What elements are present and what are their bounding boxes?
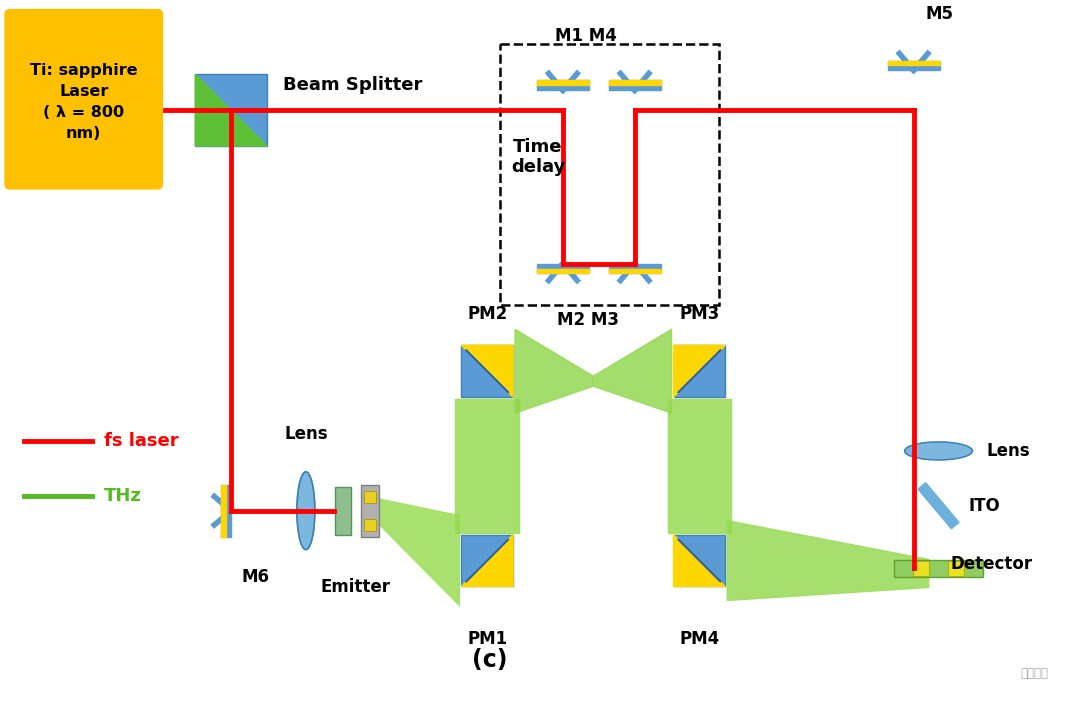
Text: Emitter: Emitter (321, 578, 391, 597)
Polygon shape (905, 442, 972, 460)
Text: M1 M4: M1 M4 (555, 27, 617, 46)
Polygon shape (221, 485, 231, 536)
Polygon shape (888, 60, 940, 70)
Polygon shape (609, 269, 661, 274)
Bar (500, 44, 719, 305)
Polygon shape (918, 483, 959, 529)
Bar (893, 559, 984, 578)
Polygon shape (378, 498, 459, 605)
Text: PM1: PM1 (468, 630, 508, 648)
Polygon shape (515, 329, 593, 413)
FancyBboxPatch shape (5, 10, 162, 189)
Polygon shape (609, 81, 661, 85)
Bar (674, 535, 726, 586)
Text: Lens: Lens (284, 425, 327, 443)
Text: ITO: ITO (969, 497, 1000, 515)
Text: Detector: Detector (950, 555, 1032, 573)
Polygon shape (537, 264, 589, 274)
Bar (461, 535, 513, 586)
Polygon shape (727, 521, 929, 600)
Polygon shape (667, 399, 731, 533)
Text: M2 M3: M2 M3 (557, 312, 619, 329)
Text: Beam Splitter: Beam Splitter (283, 77, 422, 94)
Polygon shape (674, 345, 726, 397)
Polygon shape (667, 399, 731, 533)
Polygon shape (195, 74, 267, 146)
Polygon shape (609, 264, 661, 274)
Polygon shape (461, 345, 513, 397)
Text: Ti: sapphire
Laser
( λ = 800
nm): Ti: sapphire Laser ( λ = 800 nm) (30, 63, 137, 141)
Text: (c): (c) (472, 648, 508, 672)
Polygon shape (221, 485, 226, 536)
Polygon shape (456, 399, 519, 533)
Polygon shape (537, 81, 589, 85)
Bar (674, 345, 726, 397)
Bar (948, 560, 964, 576)
Bar (913, 560, 929, 576)
Polygon shape (515, 329, 593, 413)
Polygon shape (593, 329, 672, 413)
Polygon shape (537, 269, 589, 274)
Polygon shape (609, 81, 661, 91)
Text: fs laser: fs laser (104, 432, 178, 450)
Text: M6: M6 (241, 569, 269, 586)
Text: M5: M5 (926, 4, 954, 22)
Text: THz: THz (104, 486, 141, 505)
Text: Time
delay: Time delay (511, 138, 565, 176)
Polygon shape (674, 535, 726, 586)
Polygon shape (456, 399, 519, 533)
Text: 红外芯闻: 红外芯闻 (1021, 667, 1048, 680)
Bar (335, 486, 351, 535)
Bar (364, 519, 376, 531)
Polygon shape (727, 521, 929, 600)
Polygon shape (888, 60, 940, 65)
Text: PM3: PM3 (679, 305, 719, 324)
Text: PM2: PM2 (467, 305, 508, 324)
Polygon shape (593, 329, 672, 413)
Polygon shape (378, 498, 459, 605)
Bar (364, 491, 376, 503)
Text: PM4: PM4 (679, 630, 719, 648)
Text: Lens: Lens (986, 442, 1030, 460)
Polygon shape (461, 535, 513, 586)
Bar (461, 345, 513, 397)
Bar (195, 74, 267, 146)
Polygon shape (537, 81, 589, 91)
Polygon shape (297, 472, 315, 550)
Bar (361, 485, 379, 536)
